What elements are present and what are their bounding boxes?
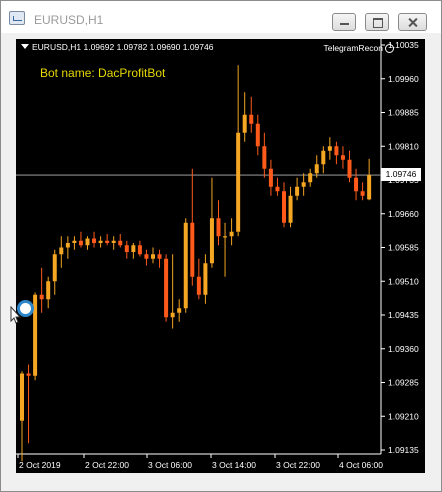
candle-body <box>131 245 136 252</box>
candle-body <box>124 245 129 252</box>
candle-body <box>236 132 241 232</box>
busy-cursor-icon <box>17 300 34 317</box>
candle-body <box>242 114 247 133</box>
smiley-icon <box>385 44 394 53</box>
time-tick-label: 3 Oct 22:00 <box>276 460 320 470</box>
time-tick-label: 4 Oct 06:00 <box>339 460 383 470</box>
candle-body <box>20 373 24 421</box>
price-tick-label: 1.09285 <box>388 378 419 388</box>
title-bar[interactable]: EURUSD,H1 <box>1 1 441 33</box>
time-tick-label: 3 Oct 06:00 <box>148 460 192 470</box>
candle-body <box>164 258 169 318</box>
candle-body <box>203 263 208 295</box>
candle-body <box>190 222 195 277</box>
price-tick-label: 1.09660 <box>388 209 419 219</box>
window-title: EURUSD,H1 <box>34 13 104 27</box>
maximize-button[interactable] <box>365 13 389 31</box>
price-tick-label: 1.09885 <box>388 108 419 118</box>
candle-body <box>157 254 162 259</box>
expert-advisor-label: TelegramRecon <box>323 43 394 53</box>
candle-body <box>59 247 64 255</box>
candle-body <box>327 146 332 151</box>
dropdown-triangle-icon[interactable] <box>21 44 29 49</box>
chart-window-icon <box>9 11 25 25</box>
candle-body <box>78 240 83 246</box>
price-tick-label: 1.10035 <box>388 40 419 50</box>
candle-body <box>268 168 273 187</box>
candle-body <box>334 146 339 156</box>
candle-body <box>354 177 359 192</box>
time-tick-label: 2 Oct 2019 <box>19 460 61 470</box>
close-button[interactable] <box>398 13 427 31</box>
candle-body <box>151 254 155 259</box>
candle-body <box>85 238 90 246</box>
time-tick-label: 3 Oct 14:00 <box>212 460 256 470</box>
candle-body <box>105 240 110 243</box>
candle-body <box>177 308 182 313</box>
candle-body <box>275 186 280 192</box>
candle-body <box>144 254 149 259</box>
candle-body <box>282 191 286 223</box>
price-chart[interactable]: 1.100351.099601.098851.098101.097351.096… <box>16 39 425 473</box>
candle-body <box>321 150 326 165</box>
mouse-pointer-icon <box>10 306 22 324</box>
candle-body <box>340 155 345 160</box>
candle-body <box>137 245 142 255</box>
candle-body <box>111 240 116 243</box>
price-tick-label: 1.09360 <box>388 344 419 354</box>
candle-body <box>367 175 372 200</box>
candle-body <box>216 218 221 237</box>
candle-body <box>33 294 38 376</box>
candle-body <box>196 276 201 295</box>
minimize-button[interactable] <box>332 13 356 31</box>
candle-body <box>46 281 51 300</box>
candle-body <box>301 182 306 187</box>
candle-body <box>39 294 44 300</box>
candle-body <box>262 146 267 169</box>
candle-body <box>347 159 352 178</box>
candle-body <box>223 236 228 238</box>
current-price-label: 1.09746 <box>381 168 421 181</box>
candle-body <box>229 231 234 237</box>
candle-body <box>255 123 260 147</box>
candle-body <box>314 164 319 174</box>
candle-body <box>98 240 103 243</box>
candle-body <box>170 312 175 318</box>
candle-body <box>295 186 300 196</box>
candle-body <box>52 254 57 282</box>
price-tick-label: 1.09135 <box>388 445 419 455</box>
candle-body <box>360 191 365 196</box>
price-tick-label: 1.09510 <box>388 276 419 286</box>
ohlc-header: EURUSD,H1 1.09692 1.09782 1.09690 1.0974… <box>32 42 214 52</box>
candle-body <box>72 240 77 243</box>
ea-name: TelegramRecon <box>323 43 383 53</box>
candle-body <box>288 195 293 223</box>
candle-body <box>308 173 313 183</box>
candle-body <box>92 238 97 243</box>
price-tick-label: 1.09810 <box>388 141 419 151</box>
price-tick-label: 1.09210 <box>388 411 419 421</box>
price-tick-label: 1.09585 <box>388 243 419 253</box>
time-tick-label: 2 Oct 22:00 <box>85 460 129 470</box>
candle-body <box>183 222 188 309</box>
chart-header: EURUSD,H1 1.09692 1.09782 1.09690 1.0974… <box>21 42 213 52</box>
candle-body <box>118 240 123 246</box>
bot-name-label: Bot name: DacProfitBot <box>40 66 166 80</box>
candle-body <box>249 114 254 124</box>
candle-body <box>26 373 31 376</box>
price-tick-label: 1.09960 <box>388 74 419 84</box>
candlestick-plot: 1.100351.099601.098851.098101.097351.096… <box>16 39 419 470</box>
candle-body <box>65 243 70 248</box>
candle-body <box>209 218 214 264</box>
price-tick-label: 1.09435 <box>388 310 419 320</box>
